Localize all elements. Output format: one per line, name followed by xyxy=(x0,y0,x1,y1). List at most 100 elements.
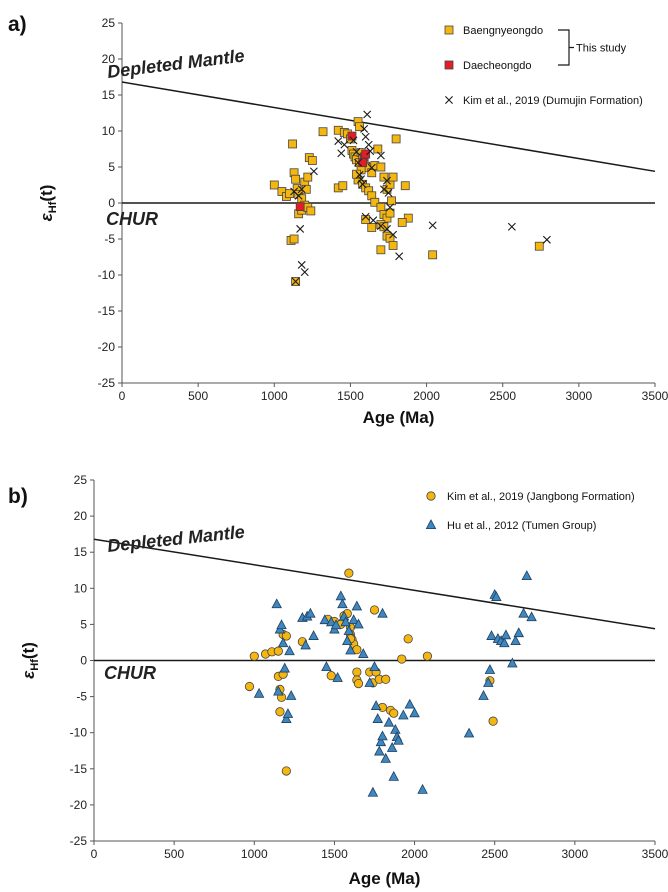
data-point xyxy=(488,716,498,726)
data-point xyxy=(249,651,259,661)
data-point xyxy=(341,635,353,646)
panel-label: a) xyxy=(8,13,27,36)
data-point xyxy=(395,252,404,261)
data-point xyxy=(358,648,369,659)
data-point xyxy=(285,189,294,199)
data-point xyxy=(338,181,348,191)
legend-entry: Kim et al., 2019 (Jangbong Formation) xyxy=(447,491,635,503)
data-point xyxy=(384,188,393,197)
data-point xyxy=(277,637,289,648)
data-point xyxy=(542,235,551,244)
data-point xyxy=(388,172,398,182)
legend-marker xyxy=(445,96,453,104)
x-tick-label: 500 xyxy=(164,847,184,861)
data-point xyxy=(383,716,395,727)
chart-panel-b: 0 500 1000 1500 2000 2500 3000 3500 25 20 15 10 5 0 -5… xyxy=(8,473,668,888)
x-tick-label: 2500 xyxy=(481,847,508,861)
data-point xyxy=(370,197,380,207)
data-point xyxy=(526,611,537,622)
data-point xyxy=(393,734,404,745)
data-point xyxy=(377,607,388,618)
data-point xyxy=(397,654,407,664)
data-point xyxy=(281,766,291,776)
data-point xyxy=(301,184,311,194)
x-tick-label: 1500 xyxy=(337,389,364,403)
x-tick-label: 0 xyxy=(119,389,126,403)
data-point xyxy=(403,634,413,644)
data-point xyxy=(334,137,343,146)
chur-label: CHUR xyxy=(104,663,156,683)
data-point xyxy=(491,591,502,601)
data-point xyxy=(353,679,364,689)
data-point xyxy=(351,600,363,611)
data-point xyxy=(382,176,391,185)
data-point xyxy=(375,736,387,747)
data-point xyxy=(297,185,306,194)
data-point xyxy=(370,700,382,710)
data-point xyxy=(244,681,255,692)
y-tick-label: 10 xyxy=(102,124,116,138)
data-point xyxy=(374,745,385,756)
data-point xyxy=(269,180,279,190)
data-point xyxy=(352,667,362,677)
chur-label: CHUR xyxy=(106,209,158,229)
data-point xyxy=(284,645,295,656)
data-point xyxy=(364,677,375,687)
data-point xyxy=(291,174,301,184)
data-point xyxy=(417,783,428,794)
data-point xyxy=(361,132,370,141)
x-axis-title: Age (Ma) xyxy=(363,408,435,427)
data-point xyxy=(518,607,529,618)
data-point xyxy=(534,241,544,251)
data-point xyxy=(385,208,395,218)
x-tick-label: 3000 xyxy=(566,389,593,403)
data-point xyxy=(422,651,432,661)
y-tick-label: 25 xyxy=(102,16,116,30)
legend-marker xyxy=(426,491,436,501)
data-point xyxy=(376,151,385,160)
data-point xyxy=(325,616,337,627)
legend-marker xyxy=(444,60,454,70)
y-tick-label: -20 xyxy=(70,798,88,812)
data-point xyxy=(306,206,316,216)
y-tick-label: -5 xyxy=(76,690,87,704)
data-point xyxy=(253,687,265,698)
data-point xyxy=(300,268,309,277)
data-point xyxy=(409,707,420,718)
data-point xyxy=(285,690,297,700)
data-point xyxy=(296,224,305,233)
legend-entry: Baengnyeongdo xyxy=(463,25,543,37)
data-point xyxy=(305,607,316,618)
y-axis-title: εHf(t) xyxy=(37,185,59,222)
data-point xyxy=(303,172,313,182)
x-tick-label: 1000 xyxy=(261,389,288,403)
y-axis-symbol: ε xyxy=(19,670,38,679)
x-tick-label: 1000 xyxy=(241,847,268,861)
data-point xyxy=(337,598,348,609)
y-axis-subscript: Hf xyxy=(29,659,41,671)
data-point xyxy=(288,139,297,149)
data-point xyxy=(388,241,398,250)
data-point xyxy=(337,149,346,158)
y-tick-label: -5 xyxy=(104,232,115,246)
y-axis-symbol: ε xyxy=(37,212,56,221)
legend-entry: Daecheongdo xyxy=(463,60,532,72)
data-point xyxy=(478,690,489,700)
y-tick-label: -15 xyxy=(98,304,116,318)
x-tick-label: 500 xyxy=(188,389,208,403)
y-tick-label: -15 xyxy=(70,762,88,776)
y-tick-label: 25 xyxy=(74,473,88,487)
data-point xyxy=(369,216,378,225)
data-point xyxy=(282,708,294,718)
chart-panel-a: 0 500 1000 1500 2000 2500 3000 3500 25 20 15 10 5 0 -5… xyxy=(8,13,668,427)
data-point xyxy=(360,124,369,133)
data-point xyxy=(319,614,331,625)
data-point xyxy=(354,158,363,167)
depleted-mantle-line xyxy=(121,81,656,173)
data-point xyxy=(281,713,292,723)
x-axis-title: Age (Ma) xyxy=(349,869,421,888)
data-point xyxy=(397,218,407,227)
legend-marker xyxy=(425,519,437,529)
data-point xyxy=(386,203,395,212)
